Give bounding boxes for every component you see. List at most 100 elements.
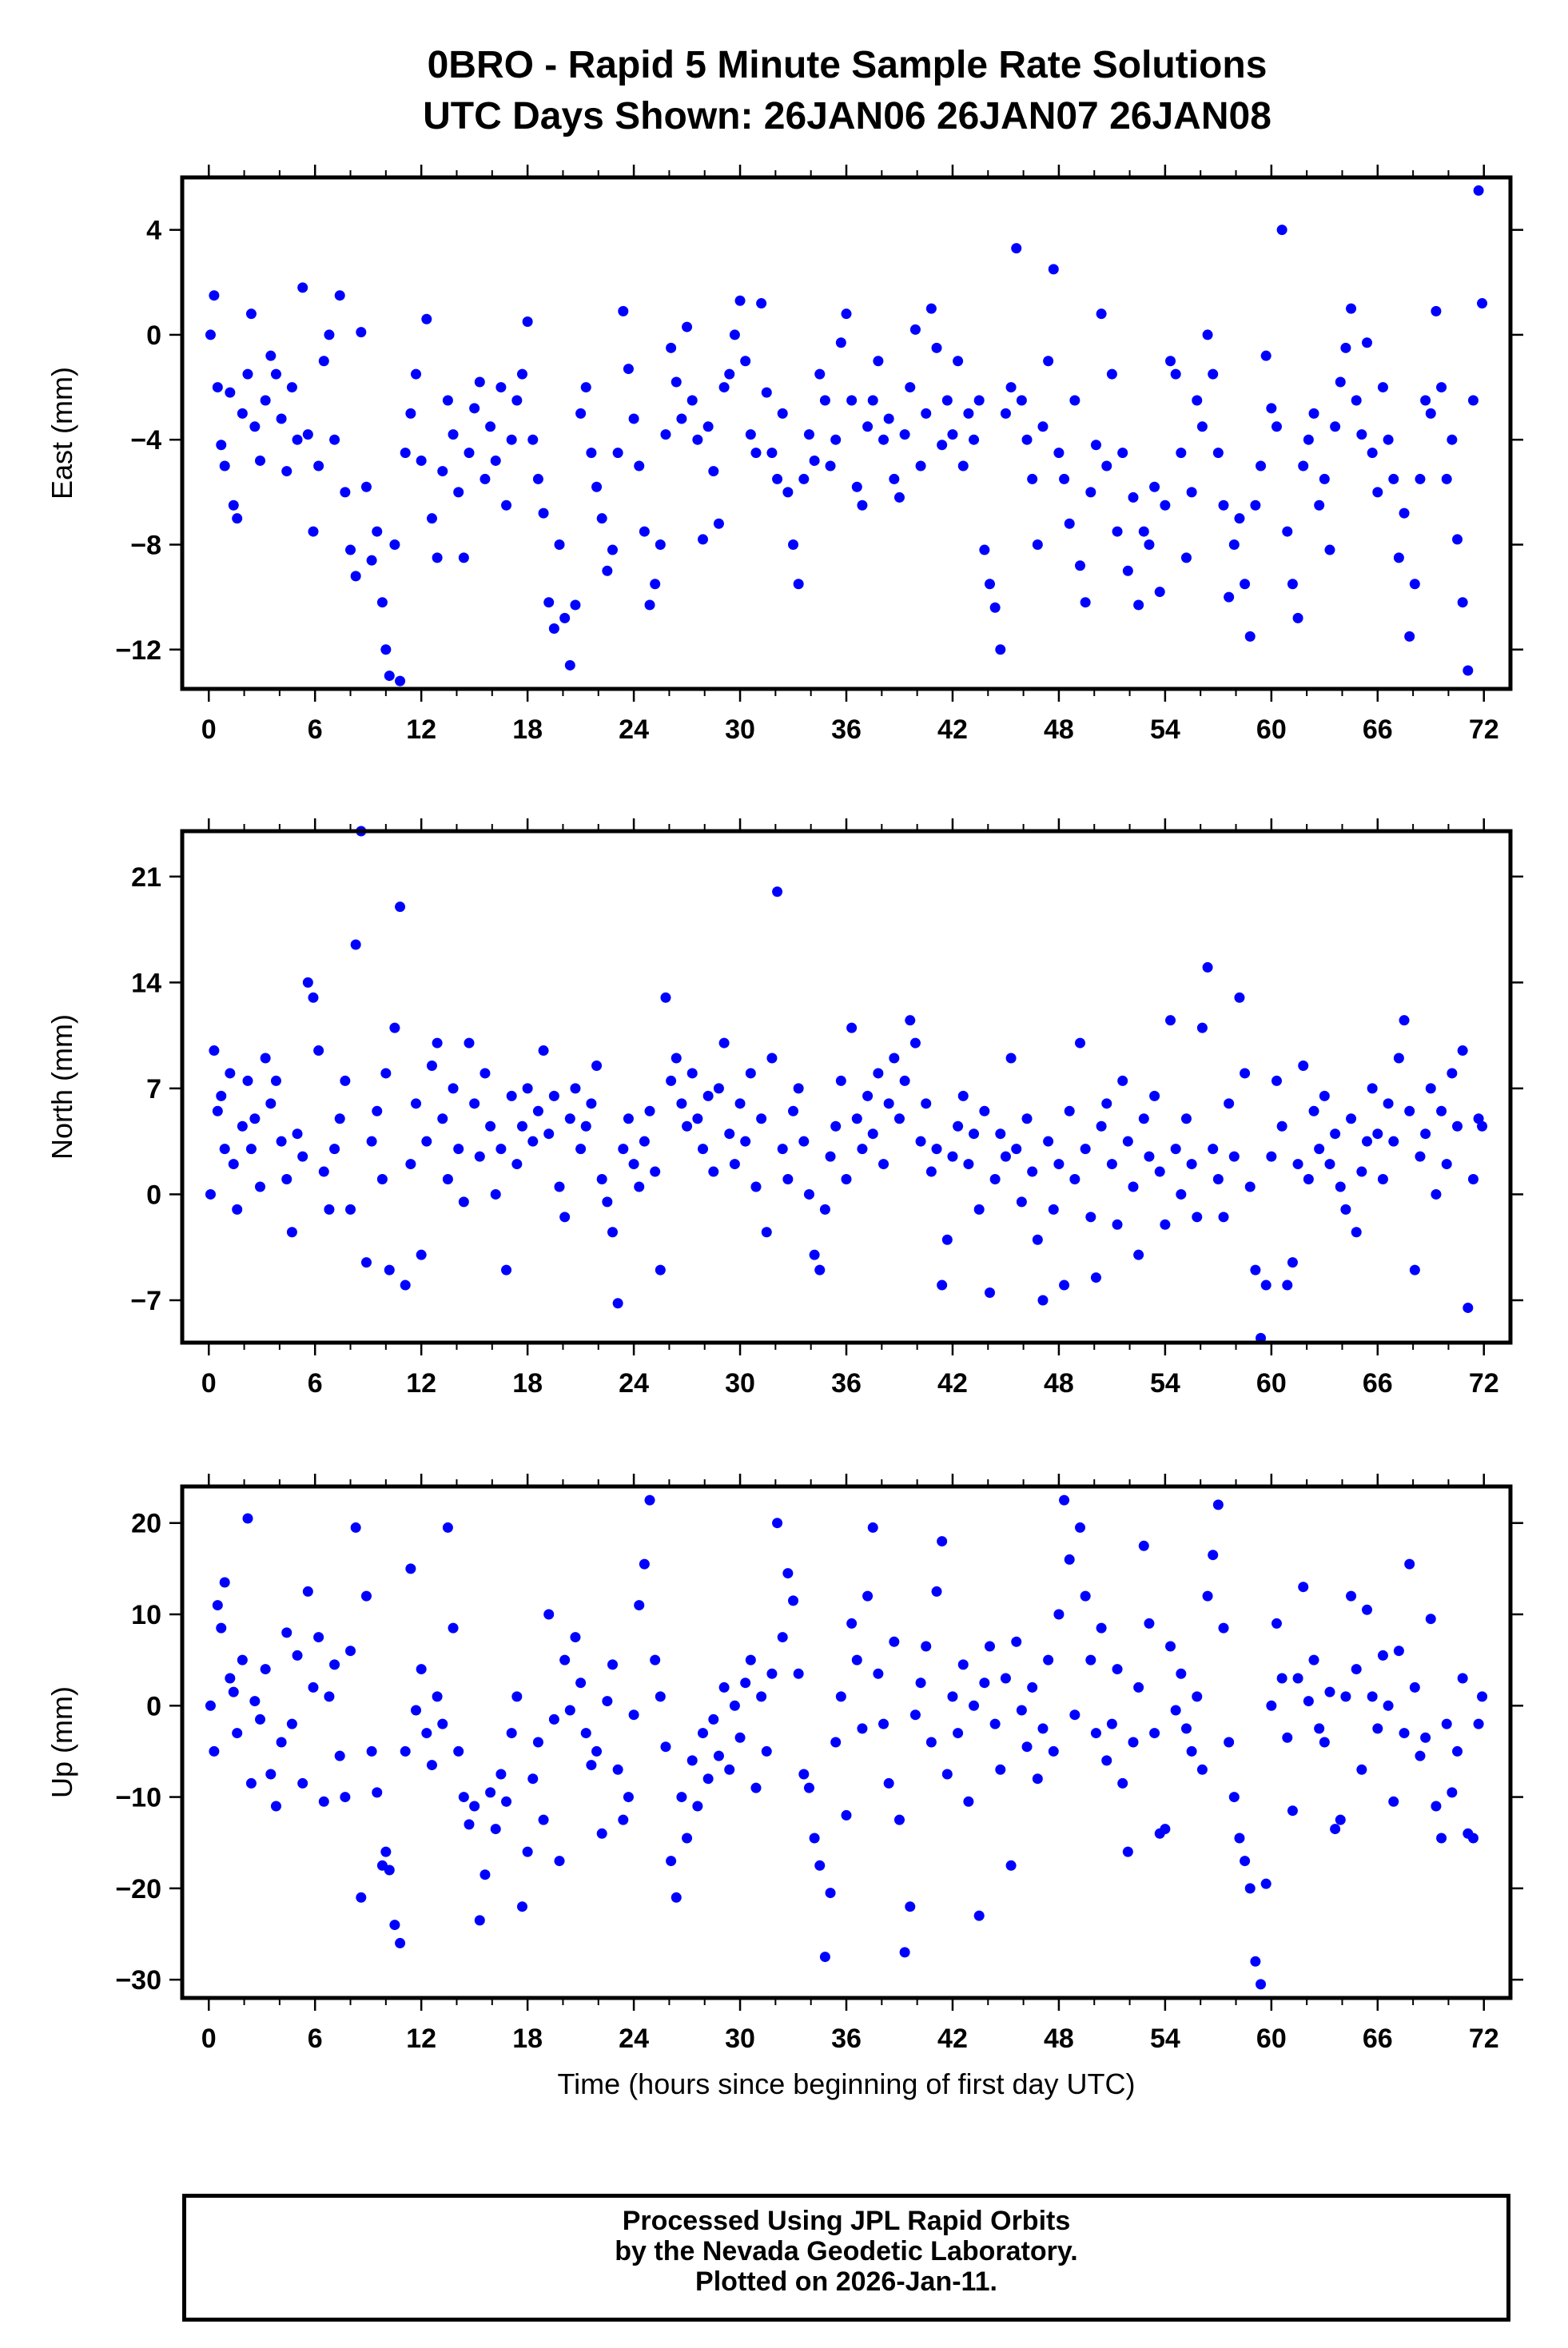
up-data-point: [1096, 1622, 1107, 1634]
north-data-point: [915, 1136, 926, 1147]
east-data-point: [1005, 382, 1017, 393]
north-data-point: [281, 1174, 293, 1185]
up-data-point: [1260, 1878, 1272, 1889]
up-data-point: [957, 1659, 969, 1670]
north-x-tick-label: 12: [406, 1368, 436, 1399]
footer-box: Processed Using JPL Rapid Orbits by the …: [182, 2194, 1510, 2322]
up-data-point: [313, 1632, 324, 1643]
east-data-point: [921, 408, 932, 419]
east-y-tick-label: −8: [130, 530, 161, 560]
east-data-point: [1436, 382, 1447, 393]
north-data-point: [798, 1136, 810, 1147]
east-x-tick-label: 30: [725, 714, 755, 745]
north-data-point: [639, 1136, 650, 1147]
east-data-point: [276, 413, 287, 424]
up-data-point: [740, 1677, 751, 1689]
north-data-point: [411, 1098, 422, 1109]
east-data-point: [1117, 448, 1128, 459]
north-data-point: [1144, 1151, 1155, 1162]
north-data-point: [1431, 1188, 1442, 1200]
east-data-point: [313, 460, 324, 472]
east-data-point: [644, 599, 655, 611]
north-data-point: [1128, 1181, 1139, 1192]
east-data-point: [1282, 526, 1293, 537]
east-data-point: [969, 434, 980, 445]
north-data-point: [1282, 1279, 1293, 1291]
east-data-point: [1308, 408, 1319, 419]
up-data-point: [448, 1622, 459, 1634]
north-x-tick-label: 48: [1044, 1368, 1074, 1399]
up-data-point: [389, 1920, 400, 1931]
east-data-point: [360, 481, 372, 492]
up-data-point: [1383, 1700, 1394, 1711]
east-data-point: [575, 408, 587, 419]
north-data-point: [1032, 1234, 1043, 1245]
north-data-point: [559, 1212, 571, 1223]
north-data-point: [501, 1264, 512, 1275]
up-data-point: [527, 1773, 539, 1785]
east-data-point: [682, 321, 693, 332]
north-data-point: [426, 1060, 437, 1071]
north-data-point: [937, 1279, 948, 1291]
north-data-point: [1319, 1090, 1330, 1101]
east-data-point: [862, 421, 874, 432]
up-data-point: [883, 1777, 894, 1789]
north-data-point: [692, 1113, 703, 1124]
up-data-point: [612, 1764, 623, 1775]
north-data-point: [750, 1181, 762, 1192]
north-data-point: [676, 1098, 687, 1109]
north-data-point: [437, 1113, 448, 1124]
up-y-tick-label: −20: [115, 1874, 161, 1904]
east-data-point: [329, 434, 340, 445]
north-data-point: [793, 1083, 804, 1094]
up-data-point: [766, 1668, 778, 1679]
north-data-point: [490, 1188, 501, 1200]
up-data-point: [1420, 1732, 1431, 1743]
east-data-point: [873, 356, 884, 367]
up-data-point: [729, 1700, 740, 1711]
east-data-point: [1298, 460, 1309, 472]
up-data-point: [846, 1618, 858, 1629]
north-data-point: [1452, 1120, 1463, 1132]
chart-title-block: 0BRO - Rapid 5 Minute Sample Rate Soluti…: [0, 40, 1568, 142]
east-data-point: [228, 499, 239, 511]
north-x-tick-label: 36: [831, 1368, 862, 1399]
north-data-point: [265, 1098, 277, 1109]
north-data-point: [318, 1166, 329, 1177]
north-data-point: [1372, 1128, 1383, 1140]
up-data-point: [1240, 1856, 1251, 1867]
north-data-point: [329, 1144, 340, 1155]
up-data-point: [1367, 1691, 1378, 1702]
north-data-point: [1037, 1295, 1049, 1306]
east-data-point: [1351, 395, 1362, 406]
east-data-point: [1016, 395, 1027, 406]
north-data-point: [1362, 1136, 1373, 1147]
up-data-point: [921, 1641, 932, 1652]
east-data-point: [405, 408, 416, 419]
east-y-tick-label: −4: [130, 425, 161, 456]
up-data-point: [1133, 1681, 1144, 1693]
up-data-point: [1208, 1550, 1219, 1561]
east-data-point: [1340, 342, 1351, 353]
up-data-point: [1436, 1833, 1447, 1844]
north-data-point: [782, 1174, 794, 1185]
east-data-point: [1043, 356, 1054, 367]
east-data-point: [432, 552, 443, 563]
up-data-point: [458, 1792, 469, 1803]
north-x-tick-label: 18: [512, 1368, 543, 1399]
up-data-point: [596, 1828, 607, 1839]
up-data-point: [292, 1650, 303, 1661]
north-data-point: [698, 1144, 709, 1155]
east-data-point: [225, 387, 236, 398]
north-data-point: [650, 1166, 661, 1177]
north-data-point: [464, 1037, 475, 1049]
east-data-point: [506, 434, 517, 445]
north-data-point: [1176, 1188, 1187, 1200]
up-data-point: [761, 1745, 772, 1757]
north-data-point: [554, 1181, 565, 1192]
north-data-point: [469, 1098, 480, 1109]
north-data-point: [602, 1196, 613, 1208]
north-data-point: [1149, 1090, 1160, 1101]
north-data-point: [1196, 1022, 1208, 1033]
